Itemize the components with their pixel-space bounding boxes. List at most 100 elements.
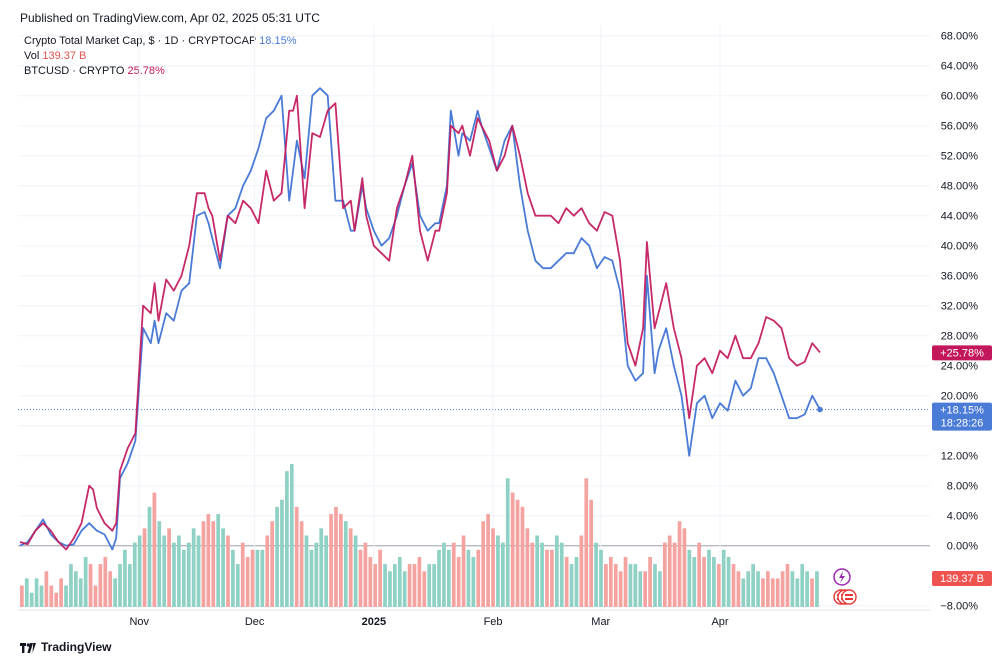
volume-bar (123, 549, 127, 607)
volume-bar (402, 571, 407, 607)
y-tick-label: 48.00% (941, 181, 979, 193)
volume-bar (633, 564, 638, 607)
x-tick-label: Mar (591, 616, 610, 628)
legend-row-btcusd[interactable]: BTCUSD · CRYPTO 25.78% (24, 64, 296, 79)
volume-bar (785, 564, 790, 607)
volume-bar (299, 521, 304, 607)
volume-bar (255, 549, 260, 607)
volume-bar (662, 542, 667, 607)
series-lines (19, 87, 823, 551)
y-tick-label: 8.00% (947, 481, 978, 493)
volume-bar (618, 571, 623, 607)
legend-btc-name: BTCUSD · CRYPTO (24, 65, 125, 77)
volume-bar (775, 578, 780, 607)
volume-bar (805, 571, 809, 607)
volume-bar (196, 535, 201, 607)
volume-bar (191, 528, 196, 607)
volume-bar (211, 521, 216, 607)
y-tick-label: 32.00% (941, 301, 979, 313)
volume-bar (667, 535, 672, 607)
volume-bar (20, 585, 24, 607)
volume-bar (275, 506, 279, 607)
volume-bar (245, 556, 250, 607)
volume-bar (417, 556, 422, 607)
volume-bar (93, 585, 98, 607)
tradingview-footer[interactable]: TradingView (20, 640, 111, 654)
volume-bar (451, 542, 456, 607)
volume-bar (162, 535, 167, 607)
volume-bar (442, 542, 446, 607)
volume-bar (500, 542, 505, 607)
y-tick-label: 0.00% (947, 541, 978, 553)
volume-bar (780, 571, 785, 607)
volume-bar (280, 499, 284, 607)
volume-bar (770, 578, 775, 607)
total-badge-countdown: 18:28:26 (941, 418, 984, 430)
lightning-glyph (839, 571, 845, 583)
y-tick-label: 68.00% (941, 31, 979, 43)
tradingview-logo-icon (20, 642, 36, 653)
volume-bar (476, 549, 481, 607)
volume-bar (540, 542, 544, 607)
volume-bar (800, 564, 805, 607)
volume-bar (294, 506, 299, 607)
volume-bar (250, 549, 255, 607)
volume-bar (157, 521, 162, 607)
y-tick-label: −8.00% (940, 601, 978, 613)
volume-bar (206, 514, 211, 607)
volume-bar (486, 514, 490, 607)
volume-bar (172, 542, 176, 607)
volume-bar (309, 549, 314, 607)
volume-bar (687, 549, 692, 607)
published-caption: Published on TradingView.com, Apr 02, 20… (20, 11, 320, 25)
flag-stripe (845, 594, 853, 596)
volume-bar (152, 492, 157, 607)
volume-bar (736, 571, 741, 607)
volume-bar (554, 535, 559, 607)
volume-bar (712, 556, 716, 607)
volume-bar (648, 556, 652, 607)
volume-bar (466, 549, 471, 607)
y-axis: 68.00% 64.00% 60.00% 56.00% 52.00% 48.00% 44.0… (940, 31, 978, 613)
volume-bar (177, 535, 181, 607)
volume-bar (584, 478, 589, 607)
volume-bar (54, 592, 59, 607)
volume-bar (653, 564, 657, 607)
volume-bar (260, 549, 265, 607)
volume-bar (569, 564, 574, 607)
volume-bar (358, 549, 363, 607)
volume-bar (231, 549, 235, 607)
y-tick-label: 40.00% (941, 241, 979, 253)
volume-bar (289, 464, 294, 607)
volume-bar (579, 535, 584, 607)
y-tick-label: 44.00% (941, 211, 979, 223)
last-value-dot (817, 406, 823, 413)
legend-vol-value: 139.37 B (42, 50, 87, 62)
volume-bar (766, 571, 770, 607)
volume-bar (226, 535, 230, 607)
volume-bar (78, 578, 83, 607)
volume-bar (530, 542, 535, 607)
volume-bar (427, 564, 432, 607)
volume-bar (564, 556, 569, 607)
volume-bar (343, 521, 348, 607)
volume-bar (716, 564, 721, 607)
volume-bar (481, 521, 486, 607)
volume-bar (201, 521, 206, 607)
chart-legend: Crypto Total Market Cap, $ · 1D · CRYPTO… (24, 34, 296, 79)
volume-bar (422, 571, 427, 607)
legend-row-total-market-cap[interactable]: Crypto Total Market Cap, $ · 1D · CRYPTO… (24, 34, 296, 49)
total-badge-text: +18.15% (940, 405, 984, 417)
btc-badge-text: +25.78% (940, 347, 984, 359)
volume-bar (29, 592, 34, 607)
legend-row-volume[interactable]: Vol 139.37 B (24, 49, 296, 64)
volume-bar (49, 585, 54, 607)
y-tick-label: 52.00% (941, 151, 979, 163)
volume-bar (658, 571, 662, 607)
flag-stripe (845, 598, 853, 600)
volume-bar (407, 564, 412, 607)
volume-bar (265, 535, 270, 607)
volume-bar (456, 556, 461, 607)
volume-bar (643, 571, 648, 607)
